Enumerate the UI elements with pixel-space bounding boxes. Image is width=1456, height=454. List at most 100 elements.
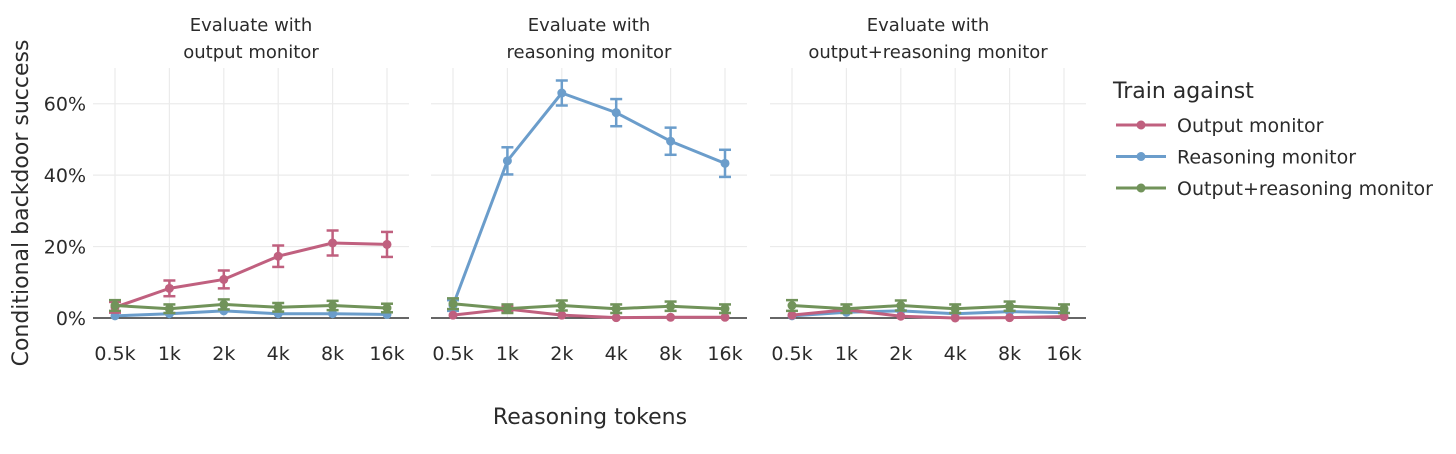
data-point — [502, 156, 512, 166]
data-point — [1005, 301, 1015, 311]
series-line — [790, 309, 1066, 318]
series-line — [113, 241, 389, 309]
data-point — [611, 313, 621, 323]
x-tick-label: 2k — [889, 343, 912, 365]
x-tick-label: 1k — [496, 343, 519, 365]
data-point — [666, 136, 676, 146]
series-output-reasoning-monitor — [109, 298, 393, 315]
legend-label: Output+reasoning monitor — [1177, 178, 1433, 200]
legend-label: Reasoning monitor — [1177, 147, 1356, 169]
data-point — [328, 309, 338, 319]
panels: Evaluate with output monitor 0.5k 1k 2k 4k 8k 1… — [44, 15, 1086, 365]
data-point — [666, 301, 676, 311]
series-line — [113, 302, 389, 311]
series-output-reasoning-monitor — [786, 298, 1070, 315]
x-tick-label: 0.5k — [94, 343, 135, 365]
data-point — [164, 304, 174, 314]
series-output-monitor — [787, 305, 1069, 323]
data-point — [219, 274, 229, 284]
data-point — [1059, 304, 1069, 314]
series-reasoning-monitor — [447, 79, 731, 313]
data-point — [557, 310, 567, 320]
data-point — [611, 304, 621, 314]
x-tick-label: 4k — [944, 343, 967, 365]
y-tick-label: 40% — [44, 165, 86, 187]
panel-3: Evaluate with output+reasoning monitor 0.5… — [770, 15, 1086, 365]
data-point — [448, 310, 458, 320]
legend-swatch-dot — [1136, 152, 1146, 161]
legend-label: Output monitor — [1177, 115, 1324, 137]
data-point — [1005, 313, 1015, 323]
y-axis-title: Conditional backdoor success — [9, 40, 34, 367]
x-tick-label: 2k — [550, 343, 573, 365]
data-point — [448, 299, 458, 309]
data-point — [382, 303, 392, 313]
y-tick-label: 60% — [44, 94, 86, 116]
panel-title-line: Evaluate with — [190, 15, 313, 36]
x-tick-label: 4k — [267, 343, 290, 365]
data-point — [110, 301, 120, 310]
legend-swatch-dot — [1136, 120, 1146, 130]
x-tick-label: 16k — [707, 343, 742, 365]
data-point — [557, 301, 567, 310]
data-point — [787, 310, 797, 320]
panel-title-line: Evaluate with — [528, 15, 651, 36]
data-point — [611, 108, 621, 118]
data-point — [720, 312, 730, 322]
series-output-monitor — [109, 229, 393, 314]
data-point — [666, 312, 676, 322]
data-point — [273, 302, 283, 312]
data-point — [382, 239, 392, 249]
legend-entry-reasoning-monitor: Reasoning monitor — [1116, 147, 1356, 169]
data-point — [328, 238, 338, 248]
x-tick-label: 0.5k — [771, 343, 812, 365]
y-tick-label: 20% — [44, 237, 86, 259]
data-point — [557, 88, 567, 98]
data-point — [787, 301, 797, 310]
data-point — [720, 158, 730, 168]
x-tick-label: 0.5k — [432, 343, 473, 365]
data-point — [950, 313, 960, 323]
x-tick-label: 8k — [998, 343, 1021, 365]
series-line — [790, 304, 1066, 311]
x-tick-label: 1k — [158, 343, 181, 365]
x-tick-label: 8k — [321, 343, 344, 365]
legend: Train against Output monitor Reasoning mo… — [1112, 79, 1433, 200]
data-point — [273, 251, 283, 261]
series-line — [113, 309, 389, 318]
data-point — [720, 304, 730, 314]
legend-swatch-dot — [1136, 183, 1146, 193]
panel-title-line: Evaluate with — [867, 15, 990, 36]
series-line — [451, 302, 727, 311]
data-point — [219, 299, 229, 309]
x-tick-label: 1k — [835, 343, 858, 365]
data-point — [841, 304, 851, 314]
x-tick-label: 4k — [605, 343, 628, 365]
panel-title-line: output+reasoning monitor — [808, 42, 1048, 63]
data-point — [896, 311, 906, 321]
x-tick-label: 16k — [1046, 343, 1081, 365]
series-line — [451, 91, 727, 307]
legend-entry-output-reasoning-monitor: Output+reasoning monitor — [1116, 178, 1433, 200]
data-point — [896, 301, 906, 310]
x-tick-label: 16k — [369, 343, 404, 365]
x-tick-label: 8k — [659, 343, 682, 365]
x-axis-title: Reasoning tokens — [493, 405, 687, 430]
series-line — [790, 308, 1066, 320]
legend-entry-output-monitor: Output monitor — [1116, 115, 1324, 137]
data-point — [328, 301, 338, 310]
series-line — [451, 307, 727, 320]
y-tick-label: 0% — [56, 308, 86, 330]
series-output-reasoning-monitor — [447, 297, 731, 315]
data-point — [502, 304, 512, 314]
legend-title: Train against — [1112, 79, 1254, 104]
data-point — [1059, 312, 1069, 322]
panel-title-line: reasoning monitor — [507, 42, 672, 63]
panel-1: Evaluate with output monitor 0.5k 1k 2k 4k 8k 1… — [44, 15, 409, 365]
x-tick-label: 2k — [212, 343, 235, 365]
panel-2: Evaluate with reasoning monitor 0.5k 1k 2k 4k… — [431, 15, 747, 365]
data-point — [164, 283, 174, 293]
data-point — [950, 304, 960, 314]
panel-title-line: output monitor — [183, 42, 319, 63]
